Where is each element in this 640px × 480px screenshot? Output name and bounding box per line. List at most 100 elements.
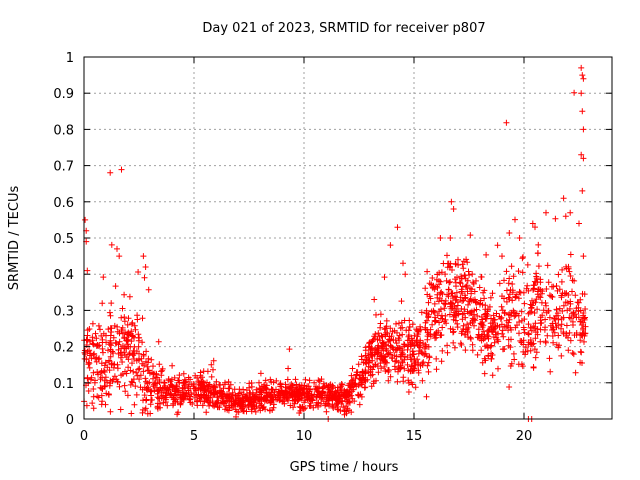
data-point (380, 340, 387, 347)
data-point (368, 383, 375, 390)
chart-title: Day 021 of 2023, SRMTID for receiver p80… (202, 21, 485, 36)
data-point (471, 311, 477, 318)
data-point (90, 386, 97, 392)
data-point (566, 268, 573, 275)
data-point (501, 309, 508, 316)
data-point (429, 275, 436, 281)
data-point (174, 387, 181, 394)
data-point (552, 215, 559, 222)
data-point (467, 232, 474, 239)
data-point (203, 409, 210, 416)
data-point (128, 378, 135, 385)
data-point (446, 279, 453, 286)
data-point (520, 254, 526, 260)
data-point (318, 395, 325, 401)
data-point (577, 348, 584, 355)
data-point (439, 347, 446, 354)
data-point (551, 315, 557, 322)
data-point (118, 314, 125, 321)
data-point (473, 277, 479, 284)
data-point (494, 242, 501, 249)
data-point (378, 365, 385, 372)
data-point (499, 327, 506, 334)
grid (84, 57, 612, 419)
data-point (273, 396, 280, 403)
data-point (121, 318, 128, 325)
data-point (503, 298, 510, 305)
data-point (501, 277, 507, 284)
data-point (360, 359, 367, 366)
data-point (450, 206, 457, 212)
data-point (134, 316, 141, 323)
data-point (580, 319, 587, 326)
data-point (355, 361, 362, 368)
scatter-series (81, 64, 589, 422)
data-point (382, 368, 389, 374)
data-point (551, 329, 558, 336)
data-point (516, 235, 523, 241)
data-point (493, 310, 500, 317)
data-point (555, 271, 562, 278)
data-point (133, 391, 140, 398)
data-point (433, 366, 440, 373)
data-point (118, 166, 125, 173)
data-point (458, 273, 465, 280)
data-point (485, 353, 492, 360)
data-point (143, 348, 150, 355)
data-point (535, 263, 542, 270)
data-point (508, 360, 515, 367)
y-tick-label: 0.5 (53, 232, 74, 247)
data-point (424, 291, 431, 298)
data-point (385, 377, 392, 384)
data-point (115, 341, 122, 348)
data-point (437, 235, 444, 241)
data-point (503, 287, 510, 294)
data-point (186, 393, 193, 400)
data-point (142, 264, 149, 270)
data-point (479, 316, 486, 323)
data-point (399, 351, 406, 358)
data-point (89, 320, 96, 327)
data-point (256, 379, 262, 386)
data-point (412, 384, 419, 391)
data-point (189, 401, 196, 407)
data-point (410, 367, 417, 374)
data-point (477, 297, 484, 304)
data-point (154, 380, 161, 387)
data-point (452, 317, 459, 324)
data-point (209, 390, 216, 397)
data-point (390, 337, 397, 343)
data-point (545, 307, 552, 314)
data-point (505, 327, 512, 334)
data-point (409, 321, 416, 328)
data-point (84, 374, 91, 381)
data-point (208, 373, 215, 380)
data-point (107, 337, 114, 344)
data-point (401, 341, 408, 348)
data-point (105, 391, 112, 397)
data-point (550, 339, 557, 346)
data-point (106, 341, 113, 348)
data-point (151, 370, 157, 377)
data-point (434, 312, 441, 319)
data-point (113, 376, 120, 383)
data-point (256, 385, 263, 392)
data-point (156, 377, 163, 383)
data-point (122, 329, 129, 336)
data-point (108, 241, 115, 248)
data-point (567, 337, 574, 344)
data-point (491, 316, 498, 323)
data-point (451, 344, 458, 351)
data-point (449, 300, 456, 307)
data-point (374, 355, 381, 362)
data-point (313, 383, 319, 390)
data-point (534, 250, 541, 257)
data-point (580, 310, 587, 316)
data-point (116, 338, 123, 345)
data-point (387, 242, 394, 249)
data-point (93, 335, 100, 342)
y-axis-label: SRMTID / TECUs (7, 186, 22, 291)
data-point (581, 338, 587, 345)
data-point (437, 315, 444, 322)
data-point (191, 383, 197, 389)
